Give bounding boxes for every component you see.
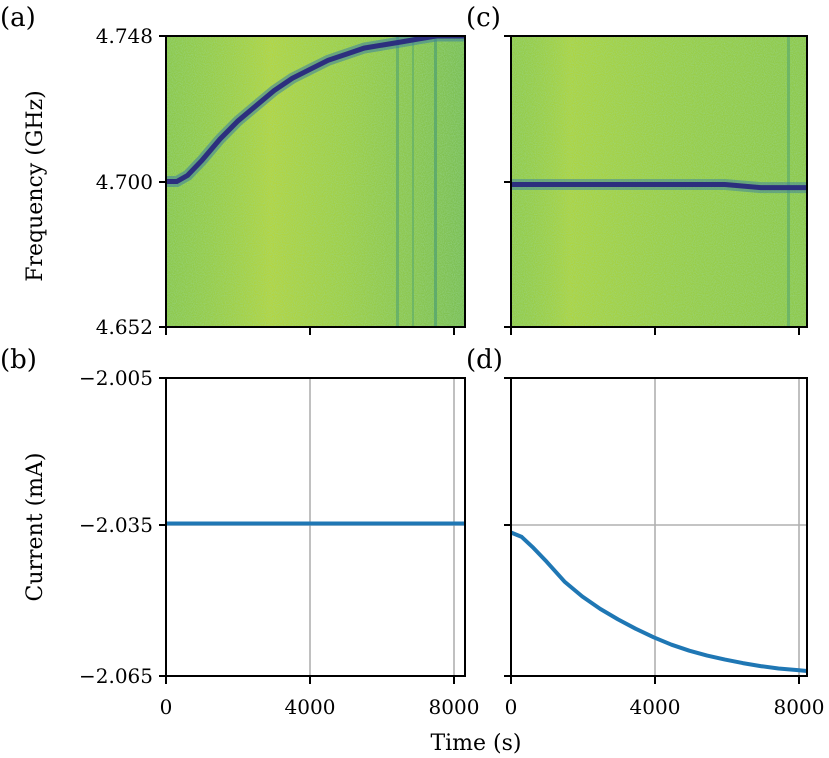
panel-c: (c): [466, 3, 808, 335]
x-tick-label: 0: [160, 695, 173, 719]
panel-d: 0 4000 8000 (d): [466, 345, 824, 719]
panel-label-d: (d): [466, 345, 503, 375]
panel-label-a: (a): [0, 3, 36, 33]
heatmap-a-noise: [166, 36, 465, 327]
y-tick-label: 4.700: [96, 170, 153, 194]
x-tick-label: 0: [505, 695, 518, 719]
heatmap-a-stripe: [434, 36, 437, 327]
x-axis-label-time: Time (s): [430, 731, 521, 756]
y-axis-label-frequency: Frequency (GHz): [23, 90, 48, 282]
heatmap-a-stripe: [396, 36, 399, 327]
axes-frame-b: [165, 377, 466, 677]
y-tick-label: −2.065: [79, 664, 153, 688]
heatmap-a: [166, 36, 465, 327]
y-tick-label: 4.748: [96, 24, 153, 48]
y-tick-label: −2.035: [79, 513, 153, 537]
x-tick-label: 8000: [774, 695, 825, 719]
resonance-curve-a: [166, 36, 465, 184]
current-trace-d: [510, 530, 808, 673]
x-tick-label: 4000: [285, 695, 336, 719]
heatmap-c: [511, 36, 807, 327]
panel-label-c: (c): [466, 3, 501, 33]
panel-a: 4.748 4.700 4.652 Frequency (GHz) (a): [0, 3, 466, 339]
heatmap-c-stripe: [787, 36, 790, 327]
panel-b: −2.005 −2.035 −2.065 0 4000 8000 Current…: [0, 345, 479, 719]
axes-frame-d: [510, 377, 808, 677]
y-axis-label-current: Current (mA): [23, 453, 48, 602]
y-tick-label: 4.652: [96, 315, 153, 339]
resonance-curve-c: [511, 182, 807, 191]
x-tick-label: 8000: [429, 695, 480, 719]
x-tick-label: 4000: [630, 695, 681, 719]
y-tick-label: −2.005: [79, 366, 153, 390]
panel-label-b: (b): [0, 345, 37, 375]
heatmap-a-stripe: [412, 36, 414, 327]
